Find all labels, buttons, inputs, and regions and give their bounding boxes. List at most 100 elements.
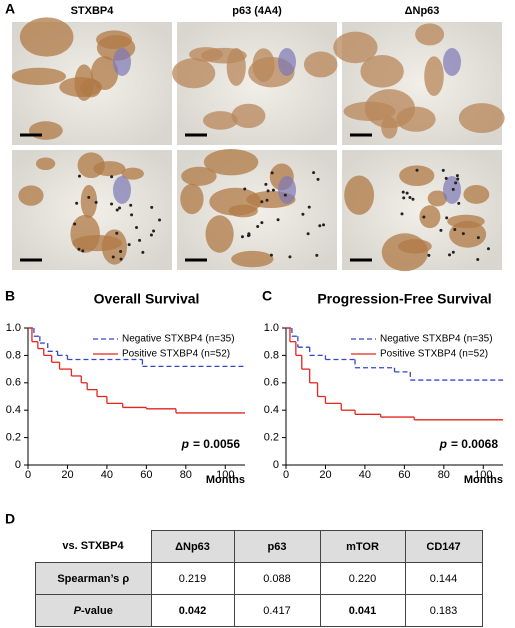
p-value: p = 0.0056 <box>181 437 241 451</box>
pigment <box>306 232 310 236</box>
pigment <box>260 200 264 204</box>
pigment <box>401 190 405 194</box>
pigment <box>247 232 251 236</box>
pigment <box>427 253 431 257</box>
pigment <box>422 215 426 219</box>
pigment <box>141 250 145 254</box>
pigment <box>81 249 85 253</box>
col-header: p63 <box>233 530 321 563</box>
cell: 0.220 <box>319 562 406 595</box>
legend-label: Negative STXBP4 (n=35) <box>380 334 493 345</box>
pigment <box>456 177 460 181</box>
x-tick-label: 40 <box>101 469 113 481</box>
tissue-blob <box>18 185 44 206</box>
tissue-blob <box>228 204 258 218</box>
tissue-blob <box>278 48 296 76</box>
chart-title: Progression-Free Survival <box>317 291 491 307</box>
pigment <box>444 176 448 180</box>
tissue-blob <box>333 31 378 64</box>
cell: 0.417 <box>233 594 321 627</box>
pigment <box>243 187 247 191</box>
pigment <box>111 255 115 259</box>
pigment <box>73 222 77 226</box>
tissue-blob <box>344 175 375 215</box>
pigment <box>276 218 280 222</box>
tissue-blob <box>303 51 338 78</box>
x-tick-label: 40 <box>359 469 371 481</box>
tissue-blob <box>202 111 238 130</box>
y-tick-label: 0.8 <box>264 349 279 361</box>
tissue-blob <box>447 214 485 229</box>
pigment <box>77 174 81 178</box>
tissue-blob <box>201 47 247 64</box>
y-tick-label: 1.0 <box>6 322 21 334</box>
tissue-blob <box>19 17 74 57</box>
pigment <box>315 253 319 257</box>
tissue-blob <box>463 185 490 204</box>
tissue-blob <box>113 176 131 204</box>
pigment <box>119 257 123 261</box>
tissue-blob <box>427 190 448 207</box>
tissue-blob <box>360 55 404 88</box>
y-tick-label: 0 <box>273 459 279 471</box>
pigment <box>87 195 91 199</box>
pigment <box>476 236 480 240</box>
tissue-blob <box>231 250 274 268</box>
pigment <box>138 238 142 242</box>
pigment <box>402 196 406 200</box>
pigment <box>110 202 114 206</box>
panel-label: D <box>5 511 15 527</box>
pigment <box>400 212 404 216</box>
tissue-blob <box>121 167 144 180</box>
pigment <box>312 171 316 175</box>
pigment <box>256 225 260 229</box>
tissue-blob <box>415 23 445 46</box>
x-tick-label: 20 <box>61 469 73 481</box>
tissue-blob <box>278 176 296 204</box>
x-tick-label: 20 <box>319 469 331 481</box>
panel-label: B <box>5 288 15 304</box>
x-axis-label: Months <box>206 474 245 486</box>
pigment <box>441 168 445 172</box>
pigment <box>405 191 409 195</box>
col-header: CD147 <box>404 530 483 563</box>
pigment <box>75 201 79 205</box>
legend-label: Positive STXBP4 (n=52) <box>122 349 230 360</box>
pigment <box>457 201 461 205</box>
cell: 0.144 <box>404 562 483 595</box>
y-tick-label: 0.8 <box>6 349 21 361</box>
tissue-blob <box>396 106 436 132</box>
pigment <box>451 187 455 191</box>
pigment <box>271 188 275 192</box>
panel-label: A <box>5 1 15 17</box>
tissue-blob <box>180 183 204 215</box>
p-symbol: p <box>181 437 189 451</box>
tissue-blob <box>399 165 435 186</box>
legend-label: Negative STXBP4 (n=35) <box>122 334 235 345</box>
pigment <box>130 213 134 217</box>
image-column-title: STXBP4 <box>71 5 115 17</box>
cell: 0.041 <box>319 594 406 627</box>
pigment <box>115 231 119 235</box>
y-tick-label: 0.4 <box>264 404 279 416</box>
pigment <box>270 171 274 175</box>
tissue-blob <box>231 103 266 128</box>
tissue-blob <box>80 184 98 219</box>
row-header: Spearman’s ρ <box>35 562 152 595</box>
pigment <box>283 193 287 197</box>
y-tick-label: 0.6 <box>6 377 21 389</box>
x-tick-label: 80 <box>180 469 192 481</box>
p-text: = 0.0068 <box>451 437 498 451</box>
pigment <box>486 247 490 251</box>
table-corner: vs. STXBP4 <box>62 540 124 553</box>
tissue-blob <box>35 157 56 171</box>
tissue-blob <box>398 239 432 254</box>
pigment <box>264 182 268 186</box>
pigment <box>439 228 443 232</box>
pigment <box>266 189 270 193</box>
y-tick-label: 1.0 <box>264 322 279 334</box>
tissue-blob <box>28 121 63 140</box>
y-tick-label: 0.2 <box>264 432 279 444</box>
panel-label: C <box>262 288 272 304</box>
p-value: p = 0.0068 <box>439 437 499 451</box>
